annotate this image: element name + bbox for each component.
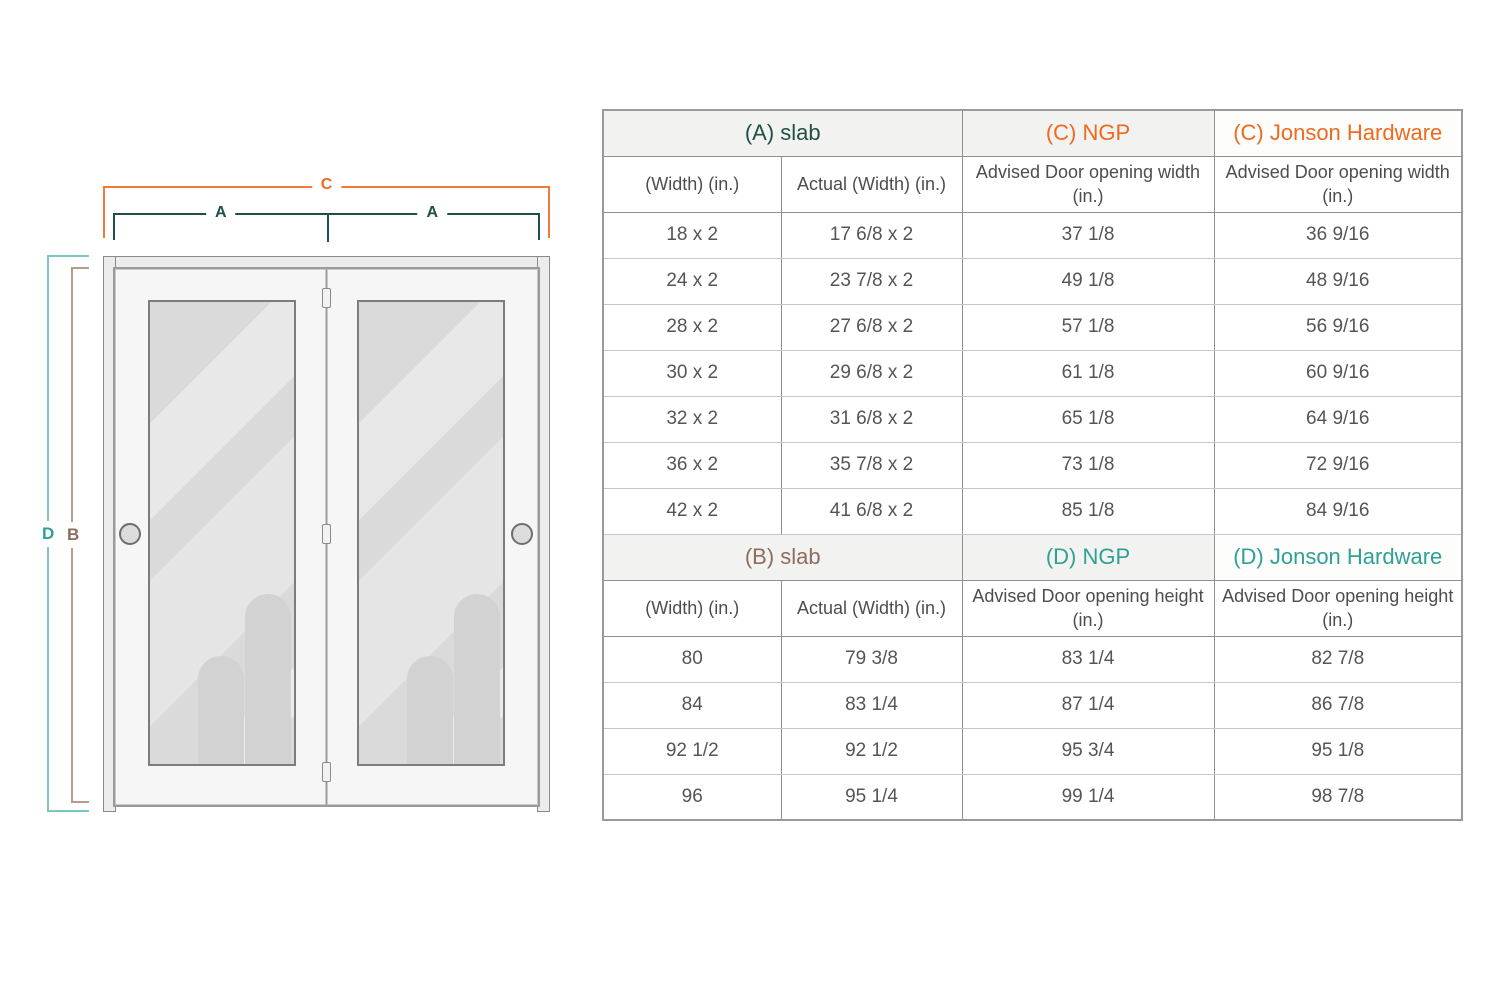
glass-reflection-shape — [198, 656, 244, 764]
cell: 64 9/16 — [1213, 395, 1463, 443]
cell: 32 x 2 — [602, 395, 782, 443]
table-row: 24 x 2 23 7/8 x 2 49 1/8 48 9/16 — [602, 257, 1463, 305]
column-header: Advised Door opening width (in.) — [1213, 155, 1463, 213]
section-header-c-jonson: (C) Jonson Hardware — [1213, 109, 1463, 157]
cell: 98 7/8 — [1213, 773, 1463, 821]
dimension-label-b: B — [66, 522, 81, 548]
dimension-bracket-c: C — [103, 176, 550, 238]
glass-reflection-shape — [407, 656, 453, 764]
cell: 85 1/8 — [961, 487, 1215, 535]
cell: 60 9/16 — [1213, 349, 1463, 397]
section-a-subheader-row: (Width) (in.) Actual (Width) (in.) Advis… — [602, 155, 1463, 213]
hinge-top — [322, 288, 331, 308]
hinge-bottom — [322, 762, 331, 782]
cell: 17 6/8 x 2 — [780, 211, 963, 259]
column-header: (Width) (in.) — [602, 155, 782, 213]
cell: 65 1/8 — [961, 395, 1215, 443]
table-row: 96 95 1/4 99 1/4 98 7/8 — [602, 773, 1463, 821]
column-header: Actual (Width) (in.) — [780, 579, 963, 637]
cell: 24 x 2 — [602, 257, 782, 305]
section-header-d-ngp: (D) NGP — [961, 533, 1215, 581]
cell: 80 — [602, 635, 782, 683]
door-knob-right — [511, 523, 533, 545]
cell: 36 9/16 — [1213, 211, 1463, 259]
table-row: 28 x 2 27 6/8 x 2 57 1/8 56 9/16 — [602, 303, 1463, 351]
cell: 48 9/16 — [1213, 257, 1463, 305]
table-row: 36 x 2 35 7/8 x 2 73 1/8 72 9/16 — [602, 441, 1463, 489]
dimension-label-a-left: A — [205, 204, 236, 222]
cell: 18 x 2 — [602, 211, 782, 259]
glass-reflection-shape — [454, 594, 500, 764]
glass-panel-left — [148, 300, 296, 766]
cell: 72 9/16 — [1213, 441, 1463, 489]
section-a-header-row: (A) slab (C) NGP (C) Jonson Hardware — [602, 109, 1463, 157]
cell: 29 6/8 x 2 — [780, 349, 963, 397]
double-door — [113, 267, 540, 807]
table-row: 80 79 3/8 83 1/4 82 7/8 — [602, 635, 1463, 683]
cell: 73 1/8 — [961, 441, 1215, 489]
cell: 37 1/8 — [961, 211, 1215, 259]
cell: 41 6/8 x 2 — [780, 487, 963, 535]
glass-panel-right — [357, 300, 505, 766]
table-row: 18 x 2 17 6/8 x 2 37 1/8 36 9/16 — [602, 211, 1463, 259]
cell: 49 1/8 — [961, 257, 1215, 305]
table-row: 92 1/2 92 1/2 95 3/4 95 1/8 — [602, 727, 1463, 775]
cell: 92 1/2 — [780, 727, 963, 775]
cell: 83 1/4 — [961, 635, 1215, 683]
cell: 57 1/8 — [961, 303, 1215, 351]
dimension-label-d: D — [41, 520, 56, 547]
cell: 92 1/2 — [602, 727, 782, 775]
cell: 61 1/8 — [961, 349, 1215, 397]
column-header: Advised Door opening height (in.) — [961, 579, 1215, 637]
cell: 35 7/8 x 2 — [780, 441, 963, 489]
cell: 99 1/4 — [961, 773, 1215, 821]
glass-reflection-shape — [245, 594, 291, 764]
cell: 87 1/4 — [961, 681, 1215, 729]
cell: 86 7/8 — [1213, 681, 1463, 729]
cell: 30 x 2 — [602, 349, 782, 397]
section-header-a-slab: (A) slab — [602, 109, 963, 157]
cell: 36 x 2 — [602, 441, 782, 489]
cell: 95 3/4 — [961, 727, 1215, 775]
cell: 79 3/8 — [780, 635, 963, 683]
table-row: 42 x 2 41 6/8 x 2 85 1/8 84 9/16 — [602, 487, 1463, 535]
cell: 56 9/16 — [1213, 303, 1463, 351]
cell: 83 1/4 — [780, 681, 963, 729]
cell: 84 — [602, 681, 782, 729]
cell: 95 1/8 — [1213, 727, 1463, 775]
section-b-subheader-row: (Width) (in.) Actual (Width) (in.) Advis… — [602, 579, 1463, 637]
dimension-bracket-b: B — [66, 267, 89, 803]
dimension-bracket-d: D — [41, 255, 89, 812]
table-row: 32 x 2 31 6/8 x 2 65 1/8 64 9/16 — [602, 395, 1463, 443]
table-row: 84 83 1/4 87 1/4 86 7/8 — [602, 681, 1463, 729]
dimension-bracket-a: A A — [113, 204, 540, 242]
section-header-b-slab: (B) slab — [602, 533, 963, 581]
section-header-d-jonson: (D) Jonson Hardware — [1213, 533, 1463, 581]
bracket-a-divider — [326, 215, 329, 242]
table-row: 30 x 2 29 6/8 x 2 61 1/8 60 9/16 — [602, 349, 1463, 397]
cell: 28 x 2 — [602, 303, 782, 351]
cell: 95 1/4 — [780, 773, 963, 821]
cell: 42 x 2 — [602, 487, 782, 535]
section-b-header-row: (B) slab (D) NGP (D) Jonson Hardware — [602, 533, 1463, 581]
section-header-c-ngp: (C) NGP — [961, 109, 1215, 157]
door-diagram: C A A D B — [0, 0, 600, 1001]
cell: 23 7/8 x 2 — [780, 257, 963, 305]
column-header: (Width) (in.) — [602, 579, 782, 637]
door-knob-left — [119, 523, 141, 545]
cell: 82 7/8 — [1213, 635, 1463, 683]
column-header: Advised Door opening height (in.) — [1213, 579, 1463, 637]
dimension-label-c: C — [311, 176, 342, 194]
column-header: Advised Door opening width (in.) — [961, 155, 1215, 213]
column-header: Actual (Width) (in.) — [780, 155, 963, 213]
cell: 84 9/16 — [1213, 487, 1463, 535]
door-size-table: (A) slab (C) NGP (C) Jonson Hardware (Wi… — [602, 109, 1463, 821]
dimension-label-a-right: A — [417, 204, 448, 222]
hinge-middle — [322, 524, 331, 544]
cell: 96 — [602, 773, 782, 821]
cell: 27 6/8 x 2 — [780, 303, 963, 351]
cell: 31 6/8 x 2 — [780, 395, 963, 443]
